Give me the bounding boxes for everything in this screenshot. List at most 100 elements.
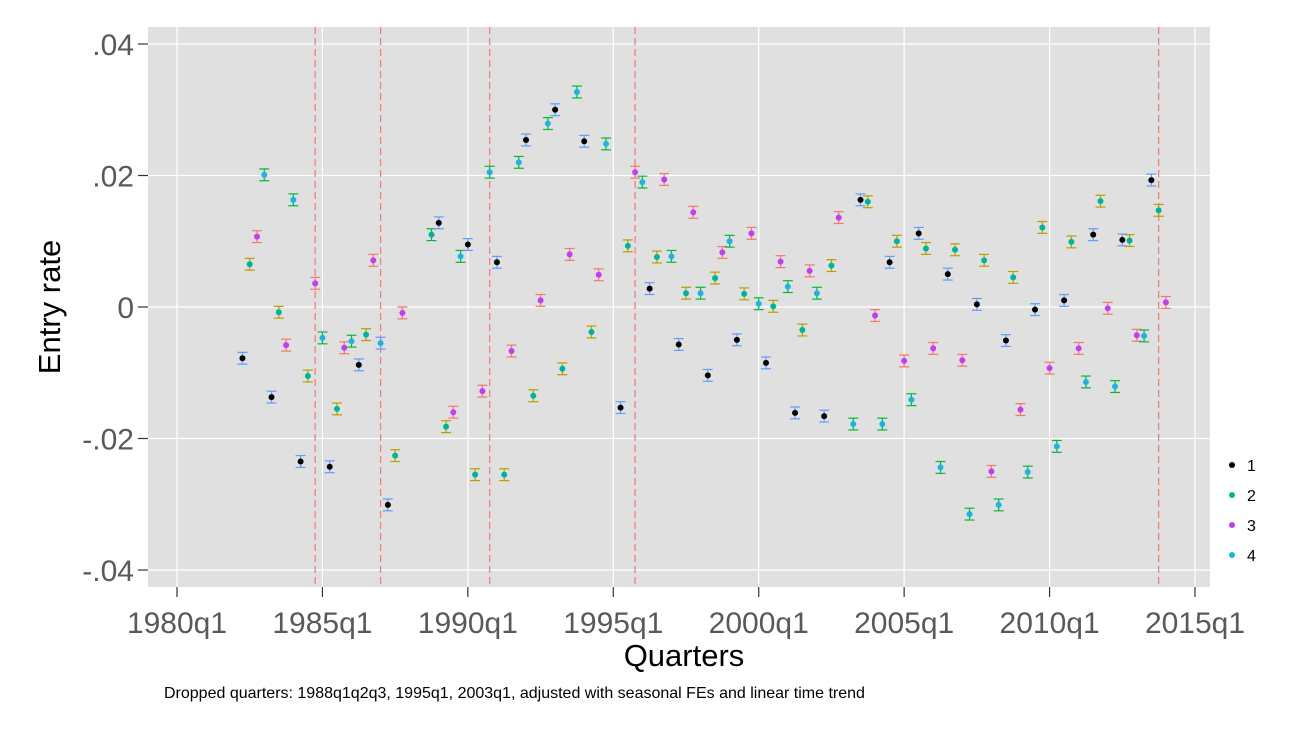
point-marker-31 [486, 169, 493, 176]
point-marker-53 [653, 254, 660, 261]
data-point-12 [324, 460, 335, 474]
data-point-83 [877, 417, 888, 431]
data-point-115 [1110, 380, 1121, 394]
point-marker-18 [370, 257, 377, 264]
data-point-66 [746, 226, 757, 240]
legend-item-3: 3 [1229, 518, 1256, 535]
x-tick-label-0: 1980q1 [127, 607, 227, 640]
data-point-111 [1080, 375, 1091, 389]
data-point-47 [601, 137, 612, 151]
y-tick-label-1: -.02 [82, 424, 134, 457]
data-point-122 [1160, 295, 1171, 309]
data-point-97 [979, 253, 990, 267]
x-tick-label-7: 2015q1 [1145, 607, 1245, 640]
point-marker-89 [922, 245, 929, 252]
data-point-105 [1037, 220, 1048, 234]
point-marker-119 [1141, 332, 1148, 339]
data-point-28 [462, 238, 473, 252]
data-point-94 [957, 353, 968, 367]
point-marker-67 [755, 300, 762, 307]
data-point-46 [593, 268, 604, 282]
data-point-54 [659, 172, 670, 186]
point-marker-91 [937, 464, 944, 471]
data-point-76 [819, 409, 830, 423]
chart-note: Dropped quarters: 1988q1q2q3, 1995q1, 20… [164, 685, 865, 702]
point-marker-9 [304, 373, 311, 380]
data-point-93 [950, 243, 961, 257]
point-marker-68 [762, 359, 769, 366]
point-marker-78 [835, 214, 842, 221]
data-point-10 [310, 276, 321, 290]
data-point-40 [550, 103, 561, 117]
point-marker-41 [559, 365, 566, 372]
point-marker-101 [1010, 274, 1017, 281]
data-point-71 [782, 280, 793, 294]
point-marker-107 [1053, 443, 1060, 450]
grid-lines [148, 27, 1210, 587]
x-tick-label-3: 1995q1 [563, 607, 663, 640]
data-point-121 [1153, 203, 1164, 217]
point-marker-14 [341, 344, 348, 351]
point-marker-27 [457, 253, 464, 260]
point-marker-82 [872, 312, 879, 319]
data-point-79 [848, 417, 859, 431]
point-marker-17 [363, 331, 370, 338]
data-point-119 [1139, 329, 1150, 343]
data-point-85 [891, 234, 902, 248]
data-point-116 [1117, 233, 1128, 247]
point-marker-69 [770, 303, 777, 310]
axes: 1980q1 1985q1 1990q1 1995q1 2000q1 2005q1 2010… [82, 29, 1245, 640]
y-tick-label-3: .02 [92, 161, 134, 194]
x-tick-label-2: 1990q1 [418, 607, 518, 640]
point-marker-8 [297, 458, 304, 465]
data-point-21 [390, 449, 401, 463]
point-marker-58 [690, 209, 697, 216]
point-marker-55 [668, 253, 675, 260]
reference-lines [314, 27, 1160, 587]
data-point-64 [731, 333, 742, 347]
data-point-30 [477, 384, 488, 398]
point-marker-37 [530, 392, 537, 399]
legend-label-4: 4 [1247, 548, 1256, 565]
point-marker-34 [508, 348, 515, 355]
point-marker-100 [1002, 337, 1009, 344]
point-marker-111 [1082, 378, 1089, 385]
data-point-65 [739, 287, 750, 301]
data-point-19 [375, 336, 386, 350]
point-marker-59 [697, 290, 704, 297]
point-marker-80 [857, 196, 864, 203]
data-point-42 [564, 247, 575, 261]
point-marker-20 [384, 501, 391, 508]
point-marker-76 [821, 413, 828, 420]
data-point-29 [470, 468, 481, 482]
data-point-56 [673, 337, 684, 351]
data-point-108 [1059, 293, 1070, 307]
point-marker-30 [479, 388, 486, 395]
point-marker-79 [850, 421, 857, 428]
point-marker-92 [944, 271, 951, 278]
data-point-51 [637, 175, 648, 189]
x-tick-label-1: 1985q1 [272, 607, 372, 640]
point-marker-71 [784, 283, 791, 290]
data-point-53 [651, 250, 662, 264]
x-tick-label-6: 2010q1 [1000, 607, 1100, 640]
legend-marker-4 [1229, 552, 1235, 558]
data-point-77 [826, 259, 837, 273]
data-point-60 [702, 368, 713, 382]
point-marker-102 [1017, 406, 1024, 413]
point-marker-40 [552, 106, 559, 113]
point-marker-88 [915, 230, 922, 237]
legend-item-2: 2 [1229, 488, 1256, 505]
data-point-23 [426, 228, 437, 242]
point-marker-62 [719, 249, 726, 256]
point-marker-15 [348, 338, 355, 345]
point-marker-39 [544, 120, 551, 127]
data-point-36 [521, 133, 532, 147]
data-point-90 [928, 341, 939, 355]
data-point-3 [259, 168, 270, 182]
data-point-112 [1088, 228, 1099, 242]
data-point-2 [251, 230, 262, 244]
point-marker-6 [283, 342, 290, 349]
data-point-101 [1008, 270, 1019, 284]
